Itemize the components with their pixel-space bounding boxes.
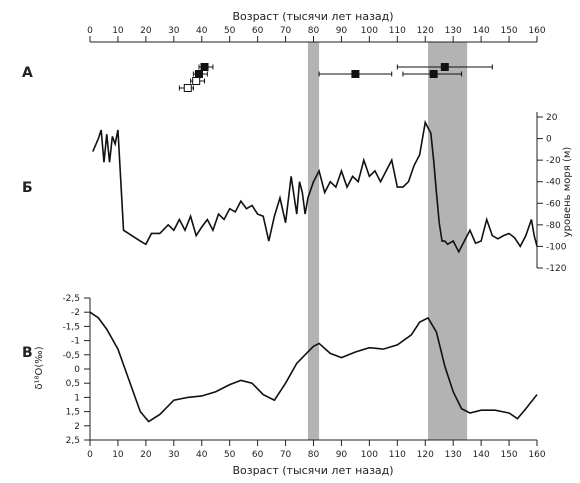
bottom-tick-label-6: 60 [252,450,264,460]
oxygen-isotope-series-line [89,311,538,423]
date-point-4 [440,63,449,71]
top-tick-label-14: 140 [473,26,490,36]
panel-v-tick-label-4: -0,5 [62,351,80,361]
panel-v-tick-label-5: 0 [74,365,80,375]
panel-a-dates [178,63,493,92]
panel-b-label: Б [22,180,33,196]
bottom-tick-label-10: 100 [361,450,378,460]
sea-level-series-line [92,119,538,254]
panel-a-label: А [22,65,33,81]
panel-b-y-axis-label: уровень моря (м) [562,147,573,238]
panel-b-tick-label-0: 20 [546,113,558,123]
bottom-axis-ticks: 0 10 20 30 40 50 60 70 80 90 100 110 120 130 140 150 160 [87,440,546,460]
date-point-6 [429,70,438,78]
date-point-0 [200,63,209,71]
panel-b-tick-label-2: -20 [546,156,561,166]
date-point-1 [194,70,203,78]
date-point-2 [192,77,201,85]
bottom-tick-label-13: 130 [445,450,462,460]
panel-b-tick-label-5: -80 [546,221,561,231]
top-tick-label-1: 10 [112,26,124,36]
bottom-tick-label-1: 10 [112,450,124,460]
panel-v-y-axis-label: δ¹⁸O(‰) [34,346,45,389]
top-tick-label-12: 120 [417,26,434,36]
top-tick-label-15: 150 [500,26,517,36]
panel-v-tick-label-8: 1,5 [66,408,80,418]
bottom-tick-label-3: 30 [168,450,180,460]
bottom-tick-label-11: 110 [389,450,406,460]
top-tick-label-10: 100 [361,26,378,36]
panel-v-tick-label-1: -2 [71,308,80,318]
top-tick-label-16: 160 [528,26,545,36]
panel-b-tick-label-3: -40 [546,178,561,188]
top-tick-label-9: 90 [336,26,348,36]
panel-v-tick-label-3: -1 [71,337,80,347]
shaded-interval-0 [307,42,320,440]
top-tick-label-3: 30 [168,26,180,36]
bottom-axis-label: Возраст (тысячи лет назад) [232,464,393,477]
bottom-tick-label-16: 160 [528,450,545,460]
bottom-tick-label-14: 140 [473,450,490,460]
top-tick-label-6: 60 [252,26,264,36]
bottom-tick-label-8: 80 [308,450,320,460]
date-point-3 [183,84,192,92]
panel-b-tick-label-6: -100 [546,242,567,252]
top-tick-label-2: 20 [140,26,152,36]
shaded-interval-1 [428,42,468,440]
panel-b-tick-label-1: 0 [546,135,552,145]
top-tick-label-11: 110 [389,26,406,36]
panel-b-tick-label-4: -60 [546,199,561,209]
bottom-tick-label-12: 120 [417,450,434,460]
top-tick-label-8: 80 [308,26,320,36]
panel-v-y-ticks: -2,5 -2 -1,5 -1 -0,5 0 0,5 1 1,5 2 2,5 [62,294,90,446]
panel-v-tick-label-6: 0,5 [66,379,80,389]
panel-v-tick-label-9: 2 [74,422,80,432]
date-point-5 [351,70,360,78]
panel-v-label: В [22,345,33,361]
top-axis-ticks: 0 10 20 30 40 50 60 70 80 90 100 110 120 130 140 150 160 [87,26,546,42]
top-tick-label-7: 70 [280,26,292,36]
panel-b-y-ticks: 20 0 -20 -40 -60 -80 -100 -120 [537,113,567,274]
panel-v-tick-label-7: 1 [74,393,80,403]
bottom-tick-label-0: 0 [87,450,93,460]
top-tick-label-0: 0 [87,26,93,36]
panel-v-tick-label-0: -2,5 [62,294,80,304]
bottom-tick-label-15: 150 [500,450,517,460]
bottom-tick-label-9: 90 [336,450,348,460]
bottom-tick-label-7: 70 [280,450,292,460]
bottom-tick-label-4: 40 [196,450,208,460]
panel-b-tick-label-7: -120 [546,264,567,274]
panel-v-tick-label-2: -1,5 [62,322,80,332]
bottom-tick-label-5: 50 [224,450,236,460]
panel-v-tick-label-10: 2,5 [66,436,80,446]
top-tick-label-5: 50 [224,26,236,36]
top-axis-label: Возраст (тысячи лет назад) [232,10,393,23]
top-tick-label-4: 40 [196,26,208,36]
top-tick-label-13: 130 [445,26,462,36]
bottom-tick-label-2: 20 [140,450,152,460]
